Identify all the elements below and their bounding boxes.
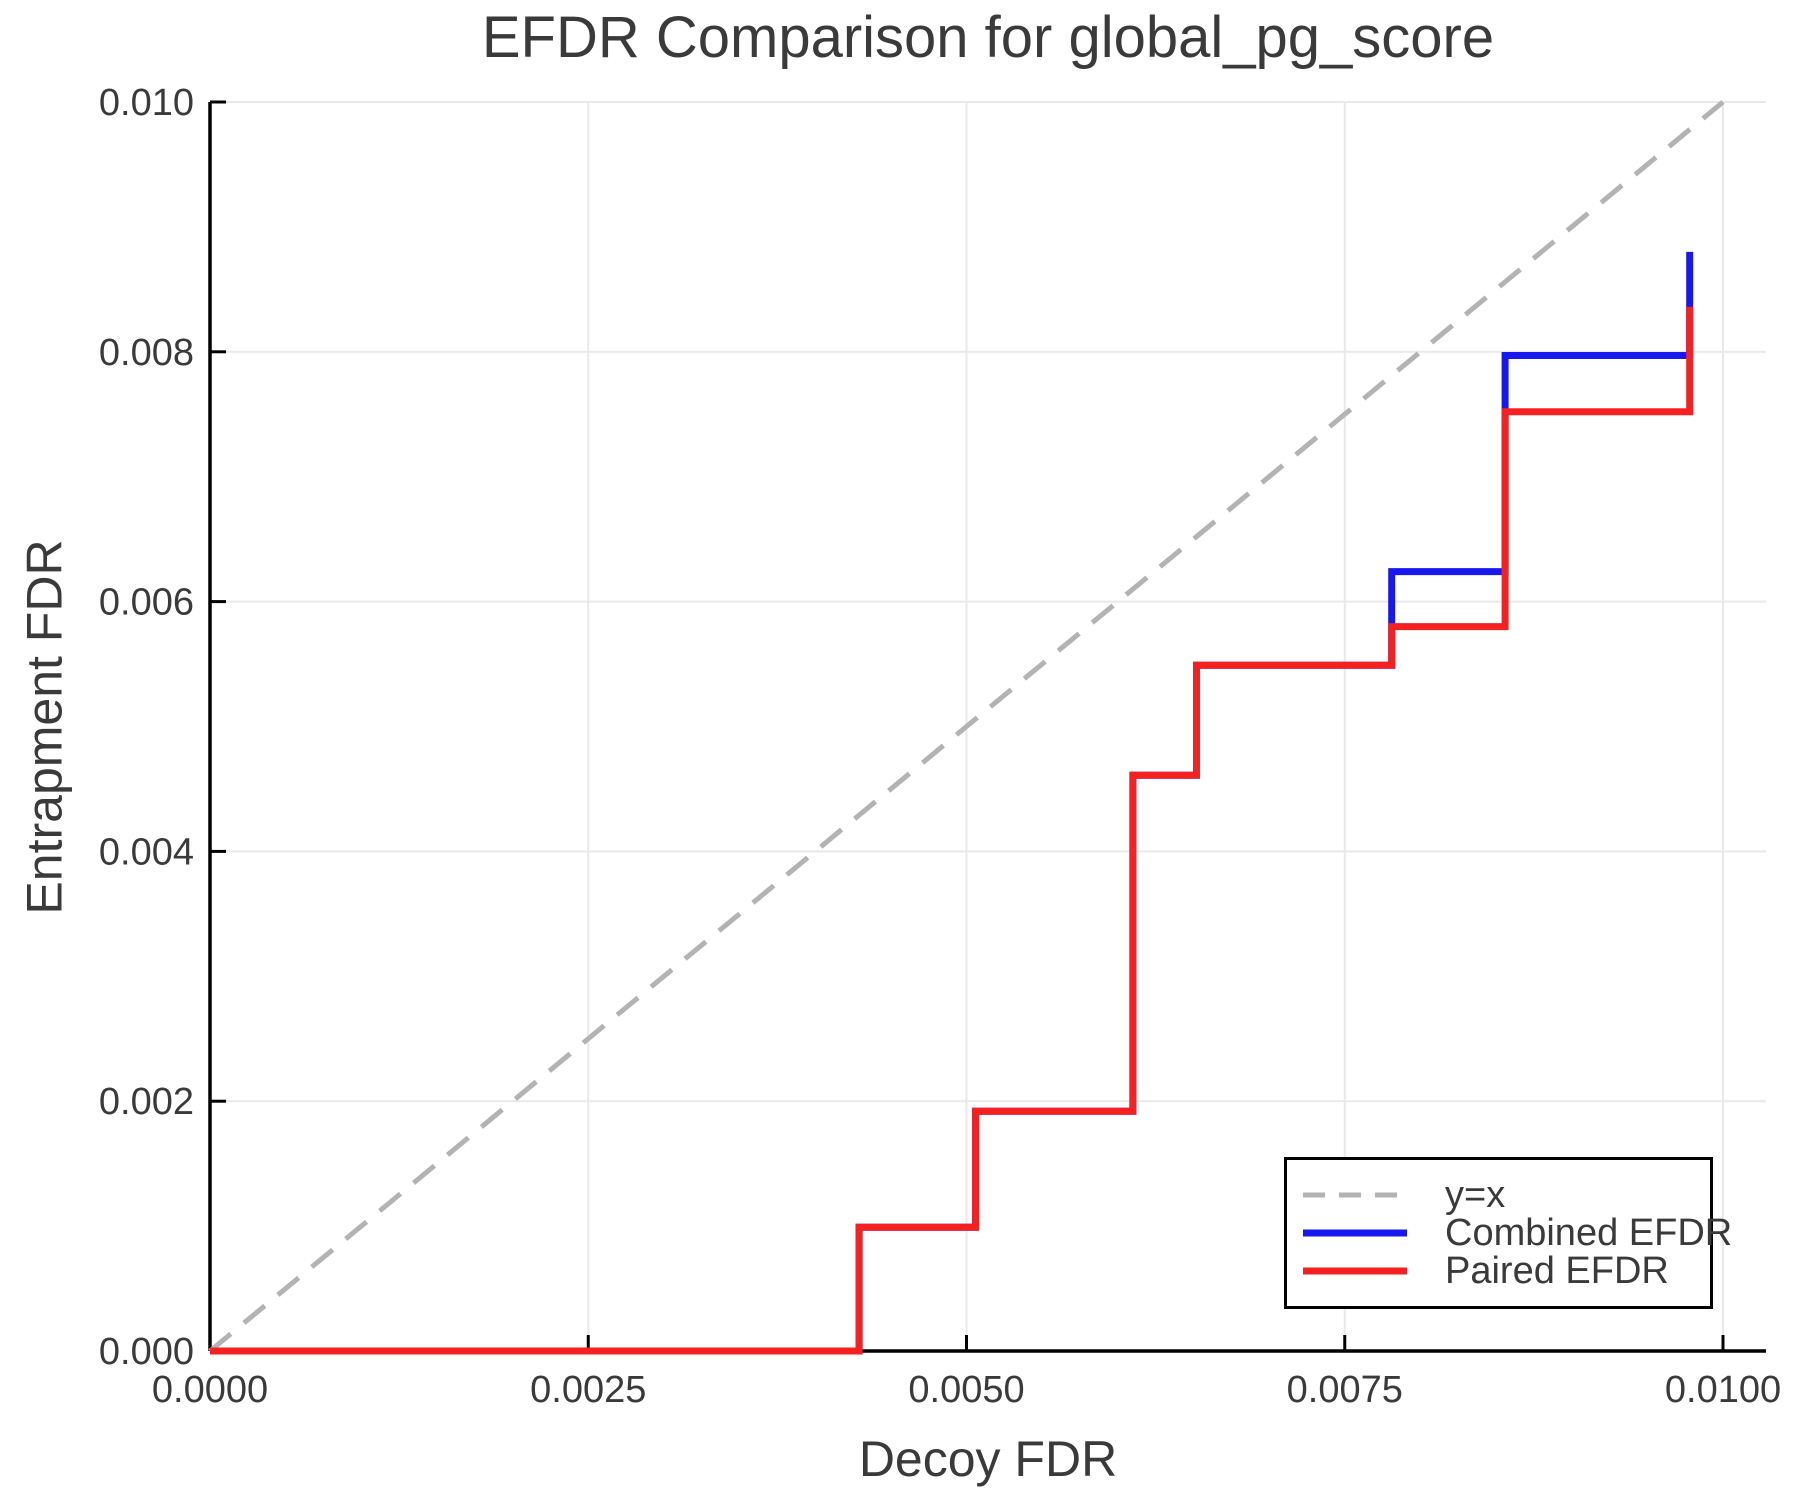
- legend-label-yx: y=x: [1445, 1173, 1506, 1216]
- chart-title: EFDR Comparison for global_pg_score: [481, 5, 1495, 70]
- legend-entry-yx: y=x: [1301, 1173, 1710, 1216]
- x-tick-label: 0.0075: [1287, 1369, 1403, 1411]
- y-tick-label: 0.004: [99, 831, 194, 873]
- y-tick-label: 0.000: [99, 1331, 194, 1373]
- y-axis-label: Entrapment FDR: [17, 538, 73, 915]
- reference-line-y-equals-x: [208, 100, 1725, 1353]
- legend-entry-paired-efdr: Paired EFDR: [1301, 1249, 1710, 1292]
- legend-entry-combined-efdr: Combined EFDR: [1301, 1212, 1732, 1254]
- dashed-line-icon: [1303, 1192, 1407, 1198]
- y-tick-label: 0.006: [99, 582, 194, 624]
- x-tick-label: 0.0100: [1665, 1369, 1781, 1411]
- red-line-icon: [1303, 1267, 1407, 1275]
- x-tick-label: 0.0025: [530, 1369, 646, 1411]
- legend-label-combined-efdr: Combined EFDR: [1445, 1211, 1733, 1254]
- x-tick-label: 0.0000: [152, 1369, 268, 1411]
- y-tick-label: 0.010: [99, 82, 194, 124]
- blue-line-icon: [1303, 1229, 1407, 1237]
- y-tick-label: 0.002: [99, 1081, 194, 1123]
- chart-legend: y=x Combined EFDR Paired EFDR: [1284, 1157, 1732, 1309]
- y-axis-label-container: Entrapment FDR: [8, 102, 82, 1351]
- series-paired-efdr: [210, 306, 1694, 1355]
- legend-label-paired-efdr: Paired EFDR: [1445, 1249, 1669, 1292]
- y-tick-label: 0.008: [99, 332, 194, 374]
- x-axis-label: Decoy FDR: [858, 1431, 1118, 1487]
- x-tick-label: 0.0050: [908, 1369, 1024, 1411]
- tick-labels: 0.0000 0.0025 0.0050 0.0075 0.0100 0.000 0.002…: [99, 82, 1781, 1411]
